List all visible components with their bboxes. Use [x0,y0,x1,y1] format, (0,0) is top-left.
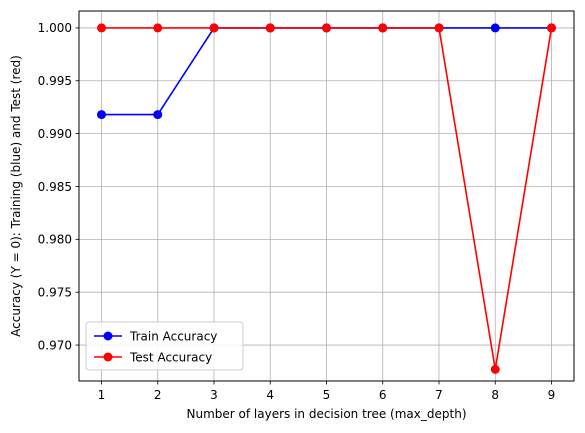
data-point [265,23,275,33]
data-point [378,23,388,33]
y-tick-label: 0.985 [38,180,72,194]
legend-item: Test Accuracy [94,350,212,364]
data-point [322,23,331,33]
legend-label: Train Accuracy [129,329,217,343]
data-point [434,23,444,33]
y-tick-label: 1.000 [38,21,72,35]
y-tick-label: 0.970 [38,338,72,352]
legend-label: Test Accuracy [129,350,212,364]
y-tick-label: 0.990 [38,127,72,141]
x-tick-label: 4 [266,388,274,402]
data-point [490,23,500,33]
data-point [547,23,556,33]
legend-marker [103,331,113,341]
y-tick-label: 0.995 [38,74,72,88]
x-tick-label: 6 [379,388,387,402]
data-point [97,110,106,120]
x-tick-label: 5 [323,388,331,402]
data-point [153,110,163,120]
y-axis-ticks: 0.970 0.975 0.980 0.985 0.990 0.995 1.000 [38,21,79,352]
data-point [490,364,500,374]
x-tick-label: 9 [548,388,556,402]
x-tick-label: 2 [154,388,162,402]
y-tick-label: 0.980 [38,233,72,247]
y-tick-label: 0.975 [38,286,72,300]
series-layer [97,23,556,374]
data-point [97,23,106,33]
y-axis-label: Accuracy (Y = 0): Training (blue) and Te… [9,55,23,337]
series-test-accuracy [97,23,556,374]
data-point [209,23,219,33]
x-axis-ticks: 1 2 3 4 5 6 7 8 9 [98,381,556,402]
legend-box [85,321,244,371]
x-tick-label: 3 [210,388,218,402]
data-point [153,23,163,33]
x-tick-label: 7 [435,388,443,402]
x-tick-label: 1 [98,388,106,402]
legend: Train Accuracy Test Accuracy [85,321,244,371]
legend-item: Train Accuracy [94,329,217,343]
x-tick-label: 8 [491,388,499,402]
legend-marker [103,352,113,362]
x-axis-label: Number of layers in decision tree (max_d… [187,407,467,421]
